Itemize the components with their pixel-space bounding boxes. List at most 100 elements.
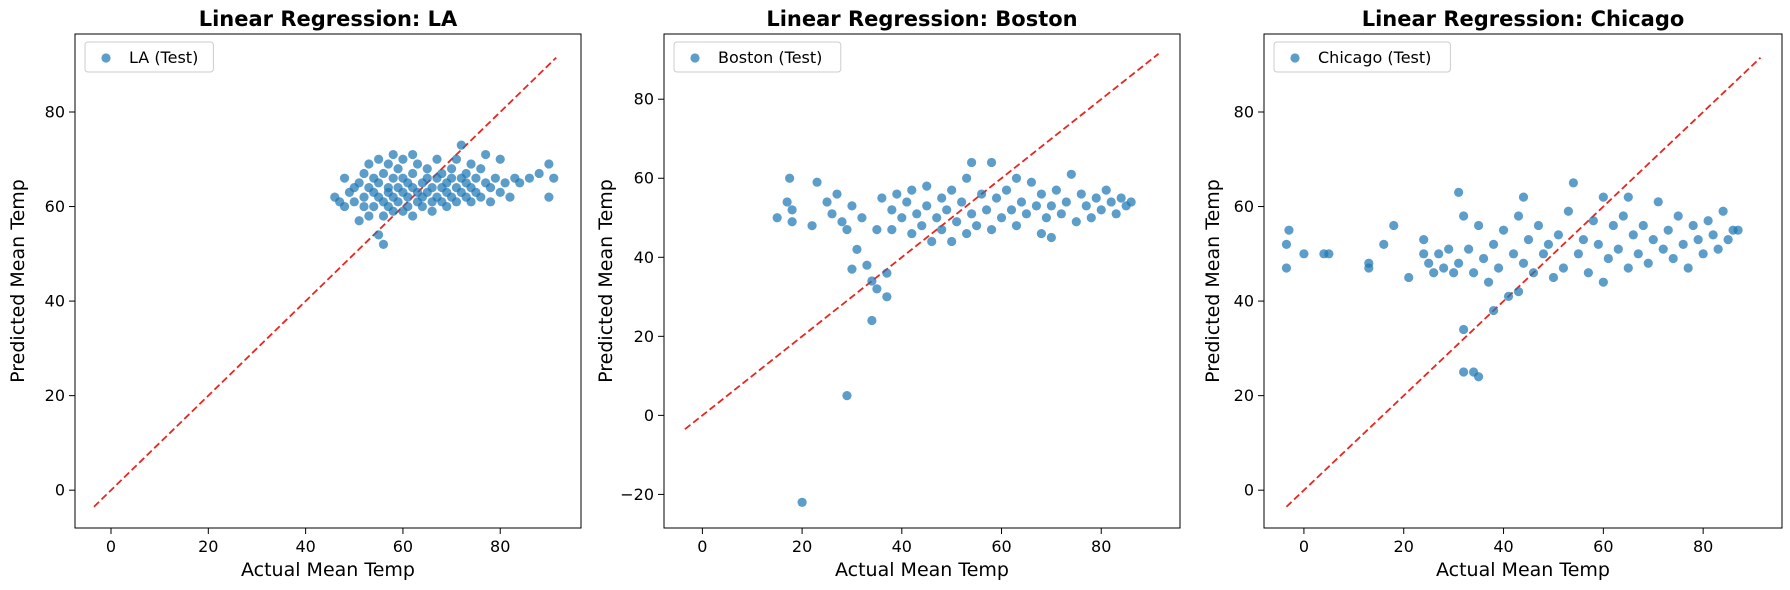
data-point [957,197,967,207]
legend-box [673,41,842,73]
y-tick-label: 60 [45,197,65,216]
data-point [1723,235,1733,245]
data-point [1404,272,1414,283]
x-tick-label: 40 [1493,537,1513,556]
data-point [1613,244,1623,254]
data-point [383,159,393,169]
data-point [996,213,1007,223]
chart-title: Linear Regression: Chicago [1362,7,1685,31]
data-point [349,197,359,207]
data-point [1603,253,1613,264]
data-point [887,205,897,215]
data-point [787,205,797,215]
data-point [1733,225,1743,235]
y-tick-label: 40 [1234,292,1254,311]
data-point [393,164,403,174]
data-point [1638,220,1648,231]
x-tick-label: 0 [1299,537,1309,556]
data-point [1091,193,1101,203]
data-point [827,209,837,219]
x-tick-label: 60 [393,537,413,556]
data-point [1473,220,1484,231]
data-point [1389,220,1399,231]
legend-marker [1290,53,1300,63]
data-point [942,205,952,215]
data-point [369,201,379,212]
data-point [1101,185,1111,195]
data-point [807,221,817,231]
data-point [354,216,364,226]
data-point [374,178,384,188]
data-point [1031,201,1042,211]
data-point [867,315,877,326]
data-point [476,192,486,202]
legend-marker [101,53,111,63]
data-point [1513,287,1524,297]
data-point [1096,205,1106,215]
data-point [398,154,408,164]
data-point [422,164,432,174]
data-point [872,225,882,235]
data-point [1434,249,1444,259]
chart-title: Linear Regression: LA [199,7,458,31]
data-point [490,173,500,183]
data-point [1046,232,1056,243]
data-point [1668,253,1678,264]
data-point [927,236,937,247]
data-point [1324,249,1334,259]
data-point [354,178,364,188]
data-point [782,197,792,207]
data-point [1459,211,1469,221]
data-point [1493,263,1504,273]
data-point [505,192,515,202]
data-point [937,193,947,203]
data-point [1678,239,1688,249]
data-point [1703,216,1713,226]
subplot-la: Linear Regression: LA 0 20 40 60 80 0 20 40 60 80… [7,7,582,581]
y-tick-label: 0 [644,406,654,425]
data-point [1021,209,1032,219]
data-point [1653,197,1663,207]
y-tick-label: −20 [620,485,654,504]
legend: LA (Test) [84,41,214,73]
data-point [1648,235,1658,245]
y-tick-label: 80 [634,90,654,109]
x-tick-label: 60 [1593,537,1613,556]
plot-frame [663,33,1181,529]
data-point [1718,206,1728,216]
data-point [852,244,862,254]
reference-line [1285,56,1762,508]
data-point [1563,206,1574,216]
data-point [427,183,437,193]
data-point [917,221,927,231]
data-point [1006,205,1017,215]
data-point [461,168,471,179]
data-point [1593,239,1603,249]
data-point [962,173,972,183]
data-point [466,197,476,207]
x-tick-label: 60 [991,537,1011,556]
data-point [1483,277,1494,287]
data-point [339,201,350,212]
data-point [422,173,432,183]
data-point [403,192,413,202]
data-point [892,189,902,199]
data-point [1444,244,1454,254]
data-point [907,185,917,195]
x-tick-label: 20 [792,537,812,556]
data-point [1643,258,1653,268]
data-point [962,228,972,239]
x-tick-label: 80 [1091,537,1111,556]
data-point [1281,263,1292,273]
data-point [887,225,897,235]
data-point [1578,235,1588,245]
data-point [832,189,842,199]
data-point [1538,249,1549,259]
data-point [822,197,832,207]
data-point [1449,268,1459,278]
data-point [882,268,892,278]
data-point [1598,277,1608,287]
data-point [1016,197,1027,207]
data-point [544,159,554,169]
data-point [907,228,917,239]
